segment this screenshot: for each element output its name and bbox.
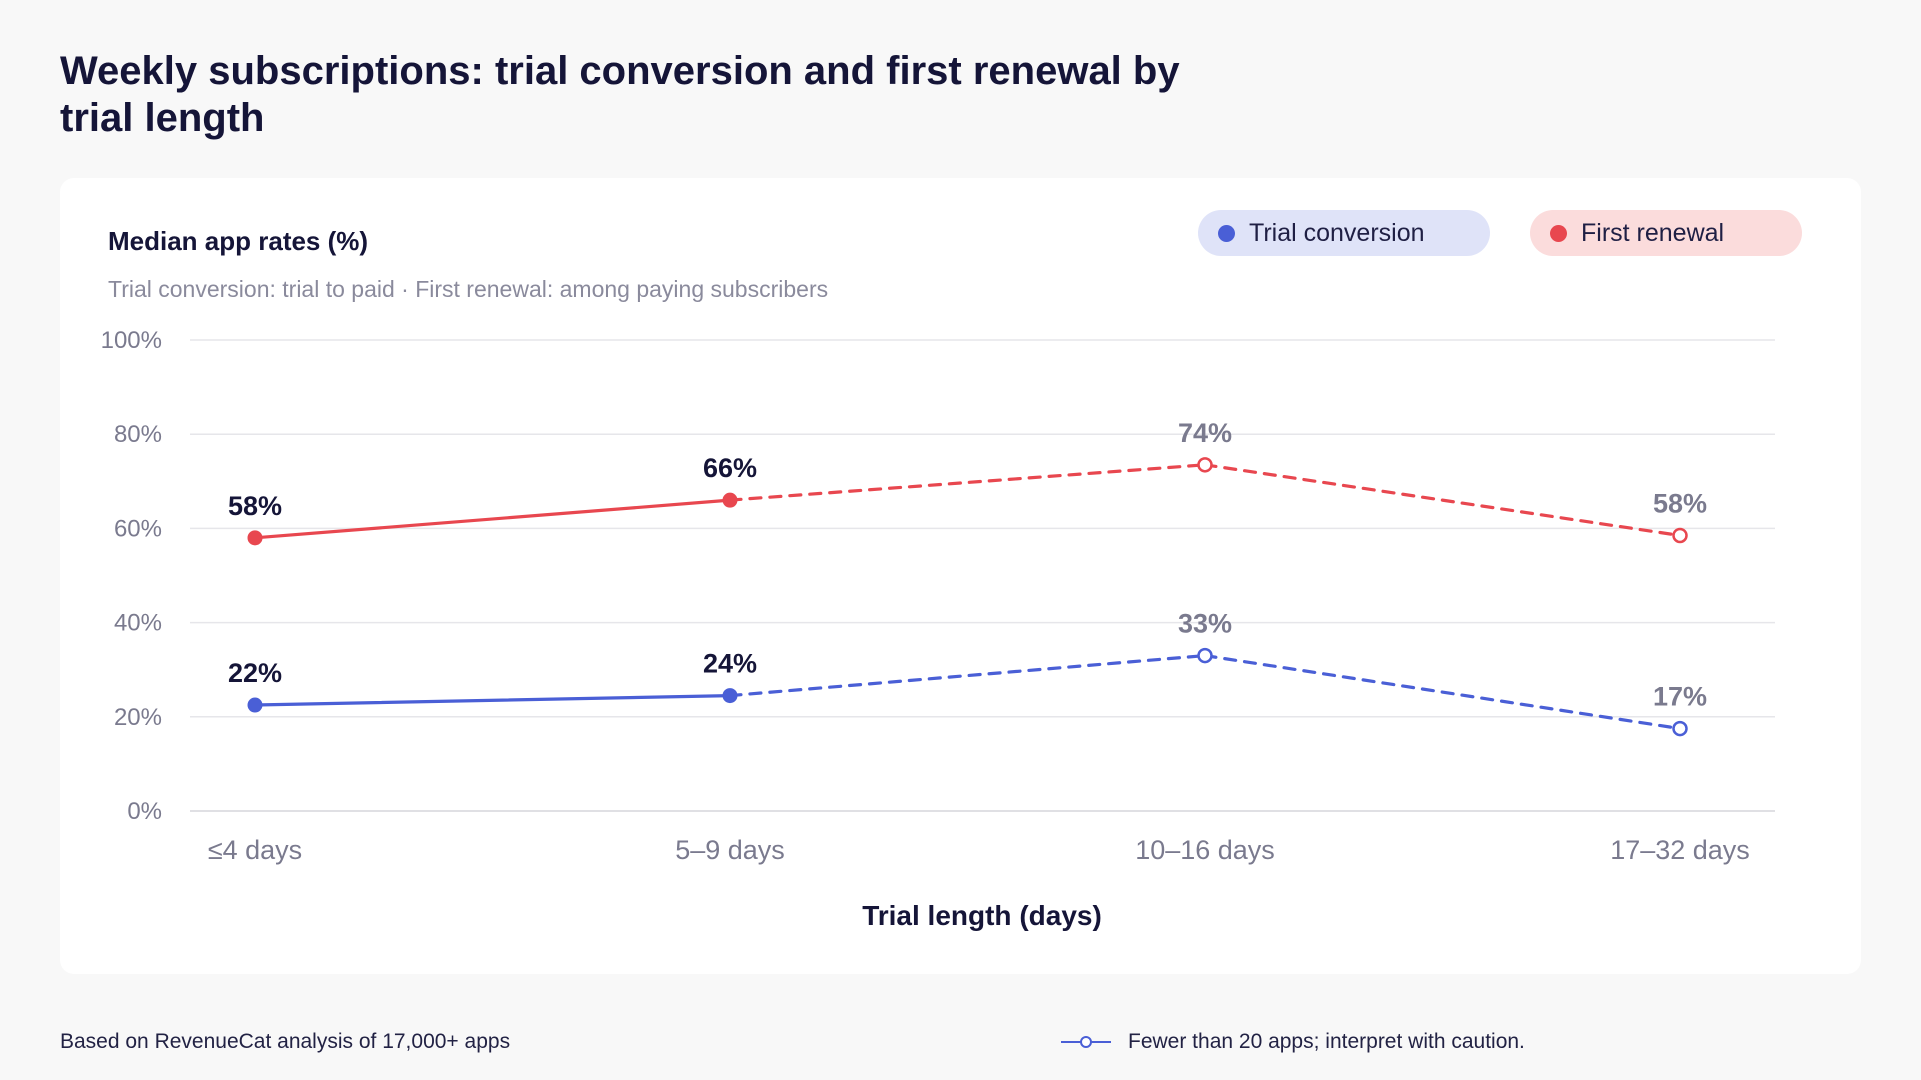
y-tick-label: 40% [114,610,162,637]
trial-data-point [1672,720,1688,737]
page-title: Weekly subscriptions: trial conversion a… [60,49,1180,140]
renewal-data-label: 58% [1653,488,1707,518]
renewal-data-point [1672,527,1688,544]
chart-card: Median app rates (%) Trial conversion: t… [60,178,1861,974]
y-tick-label: 80% [114,421,162,448]
trial-data-point [722,688,738,704]
trial-data-label: 22% [228,658,282,688]
y-tick-label: 100% [101,327,162,354]
trial-data-label: 24% [703,649,757,679]
renewal-line-segment [1203,463,1682,538]
source-note: Based on RevenueCat analysis of 17,000+ … [60,1030,511,1053]
chart-subtitle: Trial conversion: trial to paid · First … [108,276,829,302]
renewal-data-point [1197,457,1213,473]
x-tick-label: 5–9 days [675,835,785,865]
x-axis-label: Trial length (days) [862,900,1102,931]
hollow-marker-legend-icon [1061,1036,1111,1048]
caution-text: Fewer than 20 apps; interpret with cauti… [1128,1030,1525,1053]
x-tick-label: 17–32 days [1610,835,1750,865]
trial-data-label: 17% [1653,682,1707,712]
x-tick-label: 10–16 days [1135,835,1275,865]
legend-label-trial: Trial conversion [1249,218,1425,247]
renewal-line-segment [728,463,1207,502]
y-tick-label: 20% [114,704,162,731]
trial-line-segment [1203,653,1682,731]
trial-line-segment [253,694,732,707]
trial-line-segment [728,653,1207,698]
renewal-data-point [722,492,738,508]
legend-label-renewal: First renewal [1581,218,1725,247]
trial-legend-dot-icon [1218,224,1235,242]
y-tick-label: 60% [114,515,162,542]
renewal-legend-dot-icon [1550,224,1567,242]
legend-item-first-renewal[interactable]: First renewal [1530,210,1802,256]
renewal-line-segment [253,498,732,540]
trial-data-point [247,697,263,713]
trial-data-label: 33% [1178,609,1232,639]
legend-item-trial-conversion[interactable]: Trial conversion [1198,210,1490,256]
renewal-data-label: 66% [703,453,757,483]
trial-data-point [1197,647,1213,664]
line-chart: 0% 20% 40% 60% 80% 100% ≤4 days 5–9 days 10–16 d… [101,327,1775,931]
renewal-data-label: 58% [228,491,282,521]
y-tick-label: 0% [127,798,162,825]
caution-note: Fewer than 20 apps; interpret with cauti… [1060,1030,1525,1054]
renewal-data-label: 74% [1178,418,1232,448]
x-tick-label: ≤4 days [208,835,302,865]
renewal-data-point [247,530,263,546]
chart-title: Median app rates (%) [108,226,369,256]
